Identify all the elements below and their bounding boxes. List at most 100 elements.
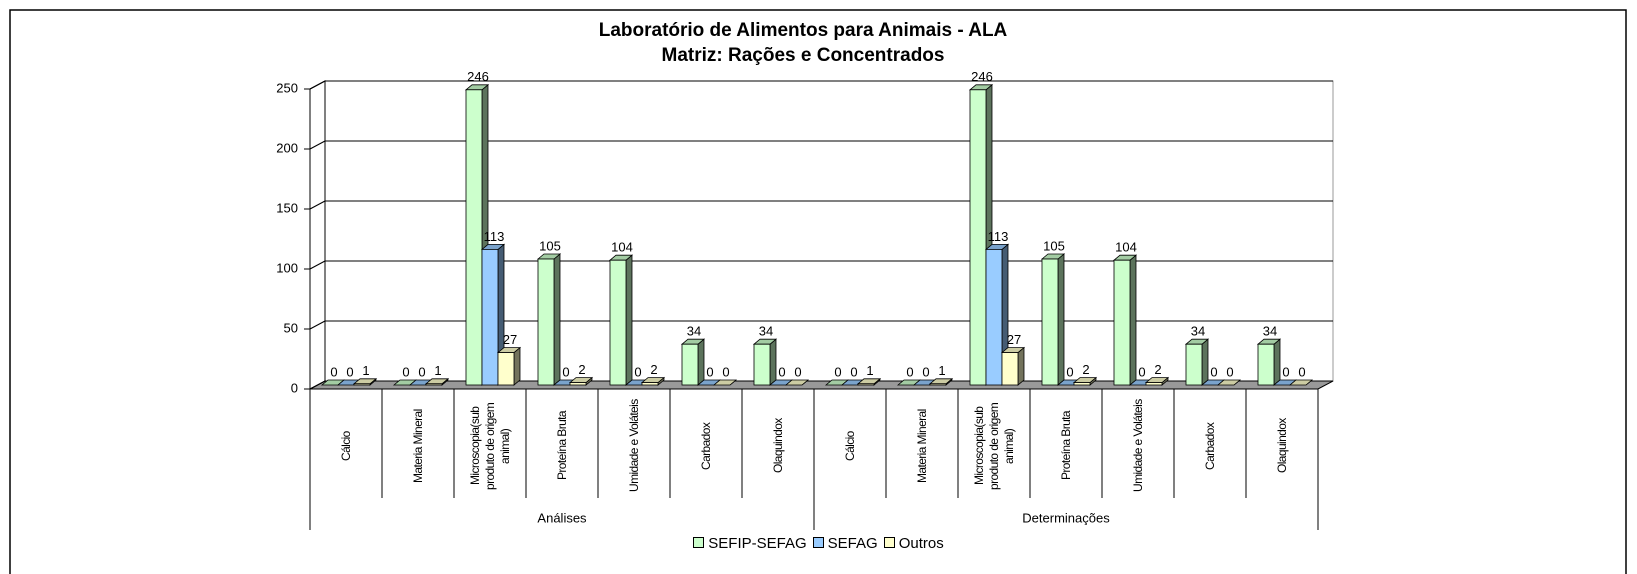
chart-title: Laboratório de Alimentos para Animais - … (599, 20, 1008, 41)
x-tick-label: Carbadox (1174, 396, 1246, 496)
bar-top (784, 379, 810, 386)
legend-swatch (883, 537, 895, 548)
data-label: 27 (1007, 332, 1021, 347)
bar-front (1113, 259, 1131, 386)
data-label: 0 (1138, 364, 1145, 379)
data-label: 34 (687, 324, 701, 339)
data-label: 104 (1115, 240, 1137, 255)
x-tick-label: Olaquindox (1246, 396, 1318, 496)
bar-side (625, 254, 633, 386)
grid-line (309, 200, 326, 210)
bar (712, 379, 738, 386)
bar-side (1129, 254, 1137, 386)
data-label: 0 (330, 364, 337, 379)
x-tick-label-text: Cálcio (338, 431, 353, 461)
x-tick-label: Microscopia(sub produto de origem animal… (958, 396, 1030, 496)
bar-front (465, 89, 483, 386)
y-tick-label: 0 (291, 380, 298, 395)
bar-front (1145, 382, 1163, 386)
bar-front (569, 382, 587, 386)
x-tick-label-text: Microscopia(sub produto de origem animal… (971, 402, 1016, 490)
x-tick-label-text: Umidade e Voláteis (1130, 399, 1145, 493)
data-label: 0 (794, 364, 801, 379)
chart-subtitle: Matriz: Rações e Concentrados (662, 45, 945, 66)
data-label: 105 (1043, 238, 1065, 253)
bar-front (857, 383, 875, 386)
bar (464, 83, 490, 386)
bar-top (1216, 379, 1242, 386)
data-label: 34 (1191, 324, 1205, 339)
data-label: 0 (706, 364, 713, 379)
data-label: 0 (346, 364, 353, 379)
data-label: 0 (850, 364, 857, 379)
bar-front (929, 383, 947, 386)
data-label: 0 (1210, 364, 1217, 379)
bar (1040, 253, 1066, 386)
bar-front (353, 383, 371, 386)
x-tick-label-text: Cálcio (842, 431, 857, 461)
bar-front (681, 343, 699, 386)
bar-front (481, 248, 499, 386)
grid-line (309, 260, 326, 270)
bar (856, 377, 882, 386)
bar (1144, 376, 1170, 386)
grid-line (309, 140, 326, 150)
bar-side (1017, 346, 1025, 386)
bar (680, 338, 706, 386)
bar-side (1273, 338, 1281, 386)
legend: SEFIP-SEFAG SEFAG Outros (0, 535, 1637, 552)
grid-line (309, 320, 326, 330)
bar-side (1057, 253, 1065, 386)
legend-item: SEFAG (812, 535, 878, 552)
bar-side (553, 253, 561, 386)
bar (1184, 338, 1210, 386)
data-label: 0 (402, 364, 409, 379)
legend-item: Outros (883, 535, 944, 552)
x-tick-label-text: Proteína Bruta (554, 411, 569, 481)
data-label: 1 (938, 363, 945, 378)
x-tick-label-text: Carbadox (1202, 422, 1217, 470)
x-tick-label: Microscopia(sub produto de origem animal… (454, 396, 526, 496)
bar (352, 377, 378, 386)
group-label: Determinações (1022, 510, 1110, 525)
data-label: 0 (722, 364, 729, 379)
data-label: 113 (988, 229, 1009, 244)
data-label: 0 (562, 364, 569, 379)
bar-front (537, 258, 555, 386)
x-tick-label-text: Umidade e Voláteis (626, 399, 641, 493)
data-label: 34 (759, 324, 773, 339)
data-label: 0 (922, 364, 929, 379)
y-tick-label: 250 (276, 80, 298, 95)
group-label: Análises (537, 510, 587, 525)
bar (640, 376, 666, 386)
bar-side (513, 346, 521, 386)
x-tick-label: Carbadox (670, 396, 742, 496)
data-label: 0 (634, 364, 641, 379)
bar (928, 377, 954, 386)
bar (496, 346, 522, 386)
x-tick-label: Materia Mineral (886, 396, 958, 496)
chart-border (9, 9, 1627, 574)
floor (309, 380, 1334, 390)
x-tick-label: Materia Mineral (382, 396, 454, 496)
bar-front (969, 89, 987, 386)
bar-front (497, 352, 515, 386)
bar (1256, 338, 1282, 386)
bar-front (609, 259, 627, 386)
x-tick-label: Umidade e Voláteis (598, 396, 670, 496)
bar-front (641, 382, 659, 386)
bar-top (712, 379, 738, 386)
legend-label: Outros (898, 535, 944, 552)
bar-front (1257, 343, 1275, 386)
bar-front (753, 343, 771, 386)
bar (1072, 376, 1098, 386)
x-tick-label-text: Olaquindox (770, 418, 785, 474)
data-label: 0 (418, 364, 425, 379)
data-label: 34 (1263, 324, 1277, 339)
x-tick-label-text: Materia Mineral (914, 409, 929, 483)
data-label: 27 (503, 332, 517, 347)
bar (536, 253, 562, 386)
x-tick-label-text: Carbadox (698, 422, 713, 470)
bar (1216, 379, 1242, 386)
